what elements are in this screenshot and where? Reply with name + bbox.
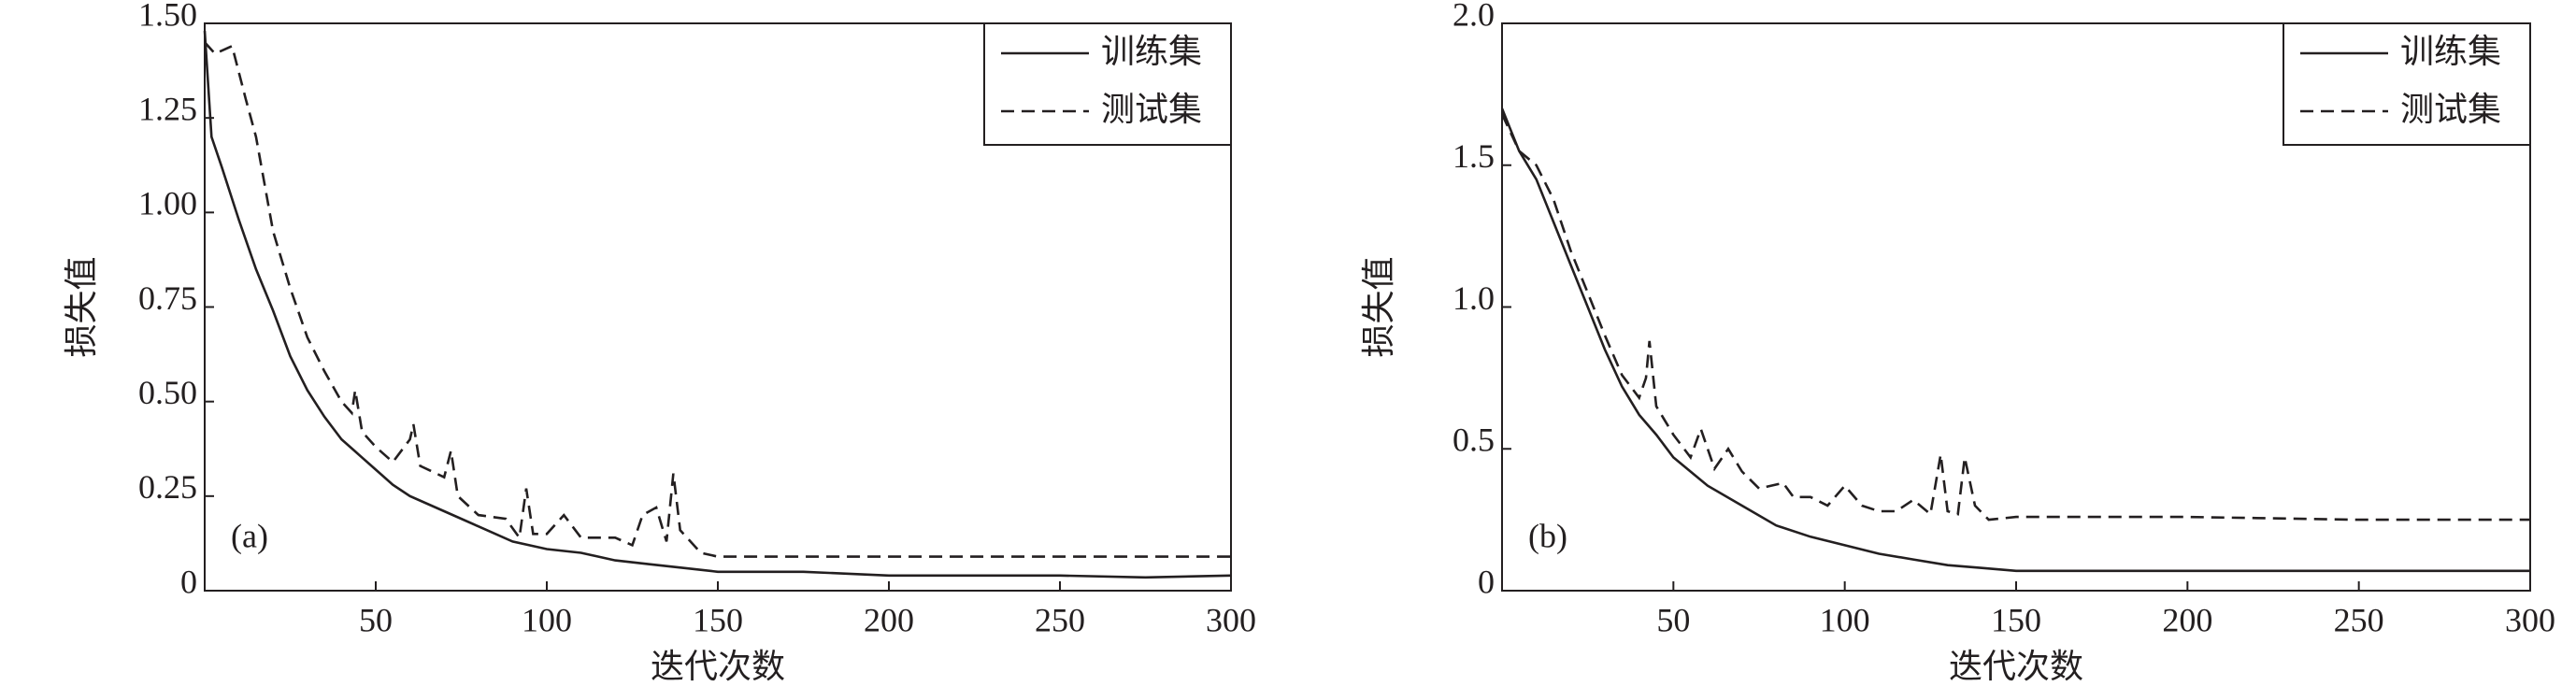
y-tick-label: 2.0 <box>1453 0 1495 33</box>
x-axis-label: 迭代次数 <box>1949 648 2083 686</box>
x-tick-label: 250 <box>1035 601 1085 638</box>
y-tick-label: 1.25 <box>138 90 197 127</box>
x-tick-label: 300 <box>2505 601 2555 638</box>
series-line <box>203 31 1232 579</box>
y-tick-label: 1.50 <box>138 0 197 33</box>
legend-label: 训练集 <box>2400 33 2501 71</box>
y-tick-label: 1.0 <box>1453 279 1495 317</box>
series-line <box>204 41 1231 558</box>
x-tick-label: 200 <box>864 601 914 638</box>
y-axis-label: 损失值 <box>63 256 101 357</box>
legend-label: 测试集 <box>1101 91 1202 129</box>
x-axis-label: 迭代次数 <box>651 648 785 686</box>
y-tick-label: 0 <box>1478 563 1495 600</box>
y-tick-label: 0.75 <box>138 279 197 317</box>
y-tick-label: 1.5 <box>1453 137 1495 175</box>
legend-label: 训练集 <box>1101 33 1202 71</box>
x-tick-label: 300 <box>1206 601 1256 638</box>
x-tick-label: 100 <box>522 601 572 638</box>
x-tick-label: 50 <box>359 601 393 638</box>
x-tick-label: 200 <box>2162 601 2212 638</box>
panel-annotation: (a) <box>231 517 268 554</box>
series-line <box>1500 113 2530 522</box>
panel-annotation: (b) <box>1528 517 1567 554</box>
series-line <box>1500 107 2530 573</box>
y-tick-label: 1.00 <box>138 185 197 222</box>
y-tick-label: 0 <box>180 563 197 600</box>
x-tick-label: 50 <box>1656 601 1690 638</box>
y-tick-label: 0.25 <box>138 468 197 506</box>
y-axis-label: 损失值 <box>1360 256 1398 357</box>
x-tick-label: 150 <box>1991 601 2041 638</box>
x-tick-label: 100 <box>1820 601 1870 638</box>
y-tick-label: 0.5 <box>1453 422 1495 459</box>
legend-label: 测试集 <box>2400 91 2501 129</box>
x-tick-label: 150 <box>693 601 743 638</box>
x-tick-label: 250 <box>2334 601 2384 638</box>
legend-box <box>2283 22 2531 146</box>
y-tick-label: 0.50 <box>138 374 197 411</box>
legend-box <box>983 22 1232 146</box>
